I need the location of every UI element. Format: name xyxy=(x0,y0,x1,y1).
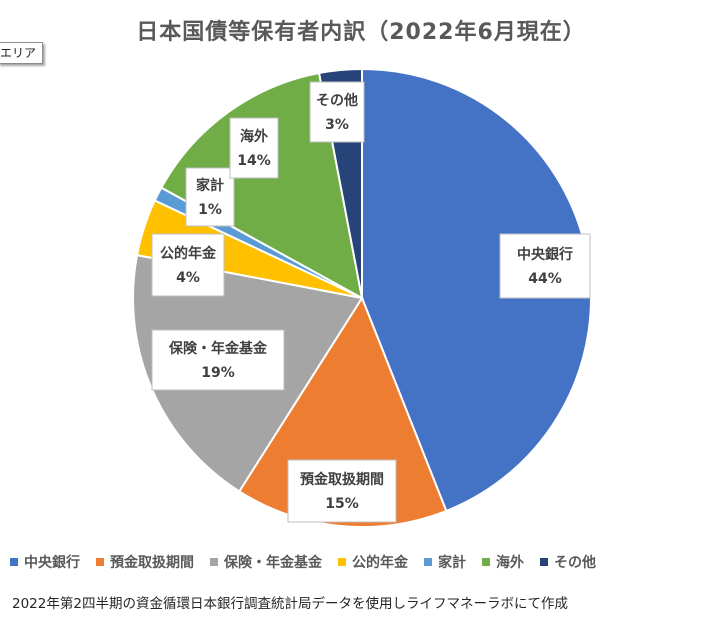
data-label-name: 中央銀行 xyxy=(517,246,573,263)
legend-label: その他 xyxy=(554,555,596,571)
data-label-value: 1% xyxy=(198,202,222,218)
legend-item-6: その他 xyxy=(540,552,596,572)
legend-swatch xyxy=(10,558,18,566)
legend-swatch xyxy=(210,558,218,566)
data-label-name: 預金取扱期間 xyxy=(300,471,384,488)
data-label-value: 3% xyxy=(325,117,349,133)
data-label-name: 海外 xyxy=(240,128,268,145)
data-label-box xyxy=(151,329,285,391)
data-label-box xyxy=(185,167,235,227)
data-label-3: 公的年金 4% xyxy=(151,233,225,297)
data-label-value: 15% xyxy=(325,496,359,512)
footnote: 2022年第2四半期の資金循環日本銀行調査統計局データを使用しライフマネーラボに… xyxy=(12,596,568,612)
legend-item-4: 家計 xyxy=(424,552,466,572)
data-label-box xyxy=(499,233,591,299)
legend: 中央銀行 預金取扱期間 保険・年金基金 公的年金 家計 海外 その他 xyxy=(10,552,722,572)
legend-label: 保険・年金基金 xyxy=(224,555,322,571)
data-label-value: 19% xyxy=(201,365,235,381)
data-label-value: 4% xyxy=(176,270,200,286)
legend-item-5: 海外 xyxy=(482,552,524,572)
chart-title: 日本国債等保有者内訳（2022年6月現在） xyxy=(136,20,586,45)
legend-item-2: 保険・年金基金 xyxy=(210,552,322,572)
chart-area-tab[interactable]: エリア xyxy=(0,42,44,64)
data-label-4: 家計 1% xyxy=(185,167,235,227)
data-label-5: 海外 14% xyxy=(229,117,279,179)
data-label-box xyxy=(287,459,397,523)
legend-label: 海外 xyxy=(496,555,524,571)
data-label-0: 中央銀行 44% xyxy=(499,233,591,299)
legend-label: 預金取扱期間 xyxy=(110,555,194,571)
legend-label: 家計 xyxy=(438,555,466,571)
legend-swatch xyxy=(540,558,548,566)
legend-swatch xyxy=(424,558,432,566)
legend-label: 中央銀行 xyxy=(24,555,80,571)
data-label-name: その他 xyxy=(316,92,358,109)
legend-swatch xyxy=(338,558,346,566)
data-label-box xyxy=(151,233,225,297)
data-label-name: 公的年金 xyxy=(160,245,217,262)
data-label-1: 預金取扱期間 15% xyxy=(287,459,397,523)
legend-item-3: 公的年金 xyxy=(338,552,408,572)
data-label-box xyxy=(229,117,279,179)
data-label-box xyxy=(309,81,365,143)
data-label-2: 保険・年金基金 19% xyxy=(151,329,285,391)
legend-label: 公的年金 xyxy=(352,555,408,571)
legend-swatch xyxy=(96,558,104,566)
legend-item-1: 預金取扱期間 xyxy=(96,552,194,572)
data-label-value: 44% xyxy=(528,271,562,287)
data-label-name: 家計 xyxy=(196,177,224,194)
legend-item-0: 中央銀行 xyxy=(10,552,80,572)
legend-swatch xyxy=(482,558,490,566)
data-label-value: 14% xyxy=(237,153,271,169)
data-label-name: 保険・年金基金 xyxy=(168,340,268,357)
data-label-6: その他 3% xyxy=(309,81,365,143)
